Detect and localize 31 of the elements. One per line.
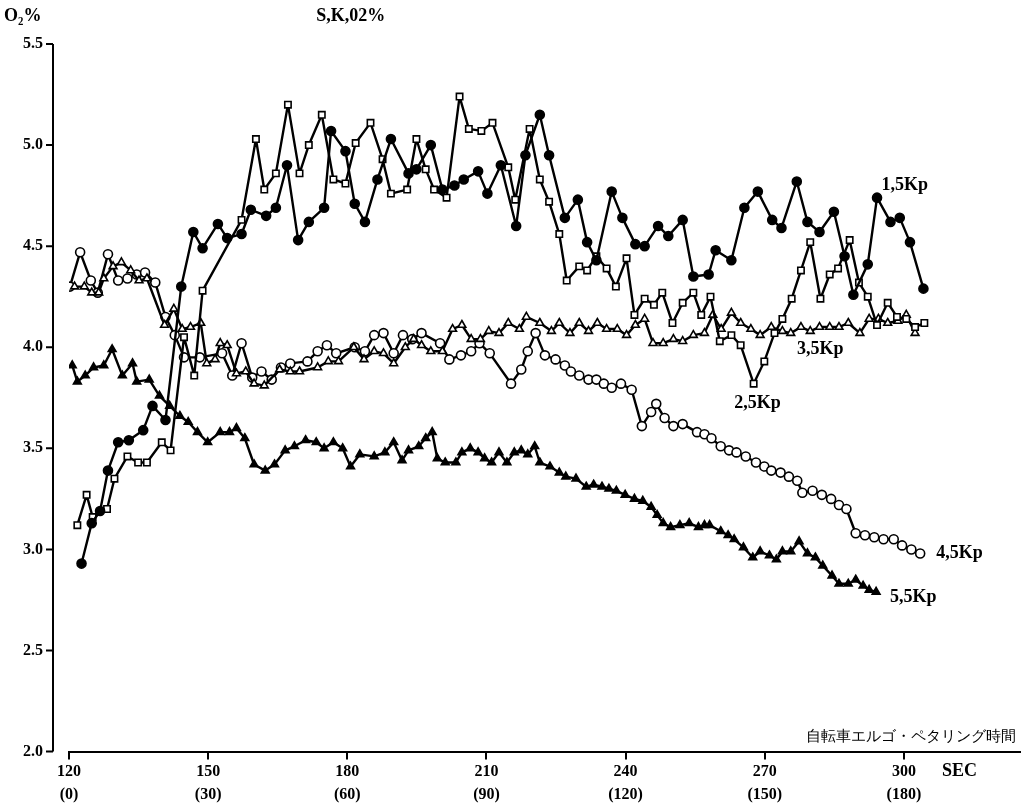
annotation: 自転車エルゴ・ペタリング時間 [805, 727, 1016, 746]
series-label: 1,5Kp [881, 174, 928, 195]
y-axis-title: O₂% [4, 4, 42, 25]
y-tick-label: 5.0 [23, 135, 43, 153]
y-tick-label: 4.5 [23, 236, 43, 254]
x-tick-label: 240 [613, 762, 638, 780]
chart-title: S,K,02% [316, 4, 386, 25]
y-tick-label: 5.5 [23, 34, 43, 52]
x2-tick-label: (120) [608, 784, 643, 803]
y-tick-label: 3.0 [23, 539, 43, 557]
x-tick-label: 120 [57, 762, 81, 780]
series-label: 4,5Kp [936, 542, 983, 563]
x2-tick-label: (30) [194, 784, 222, 803]
x2-tick-label: (150) [747, 784, 783, 803]
x-axis-title: SEC [941, 760, 977, 781]
x-tick-label: 150 [196, 762, 221, 780]
x2-tick-label: (180) [886, 784, 922, 803]
y-tick-label: 2.5 [23, 640, 43, 658]
x2-tick-label: (90) [473, 784, 500, 803]
series-label: 2,5Kp [734, 391, 781, 412]
x-tick-label: 180 [335, 762, 360, 780]
y-tick-label: 2.0 [23, 741, 43, 759]
series-label: 5,5Kp [890, 585, 937, 606]
x-tick-label: 270 [752, 762, 777, 780]
y-tick-label: 4.0 [23, 337, 43, 355]
x-tick-label: 210 [474, 762, 499, 780]
y-tick-label: 3.5 [23, 438, 43, 456]
x-tick-label: 300 [891, 762, 916, 780]
x2-tick-label: (0) [59, 784, 79, 803]
x2-tick-label: (60) [333, 784, 361, 803]
series-label: 3,5Kp [797, 337, 844, 358]
